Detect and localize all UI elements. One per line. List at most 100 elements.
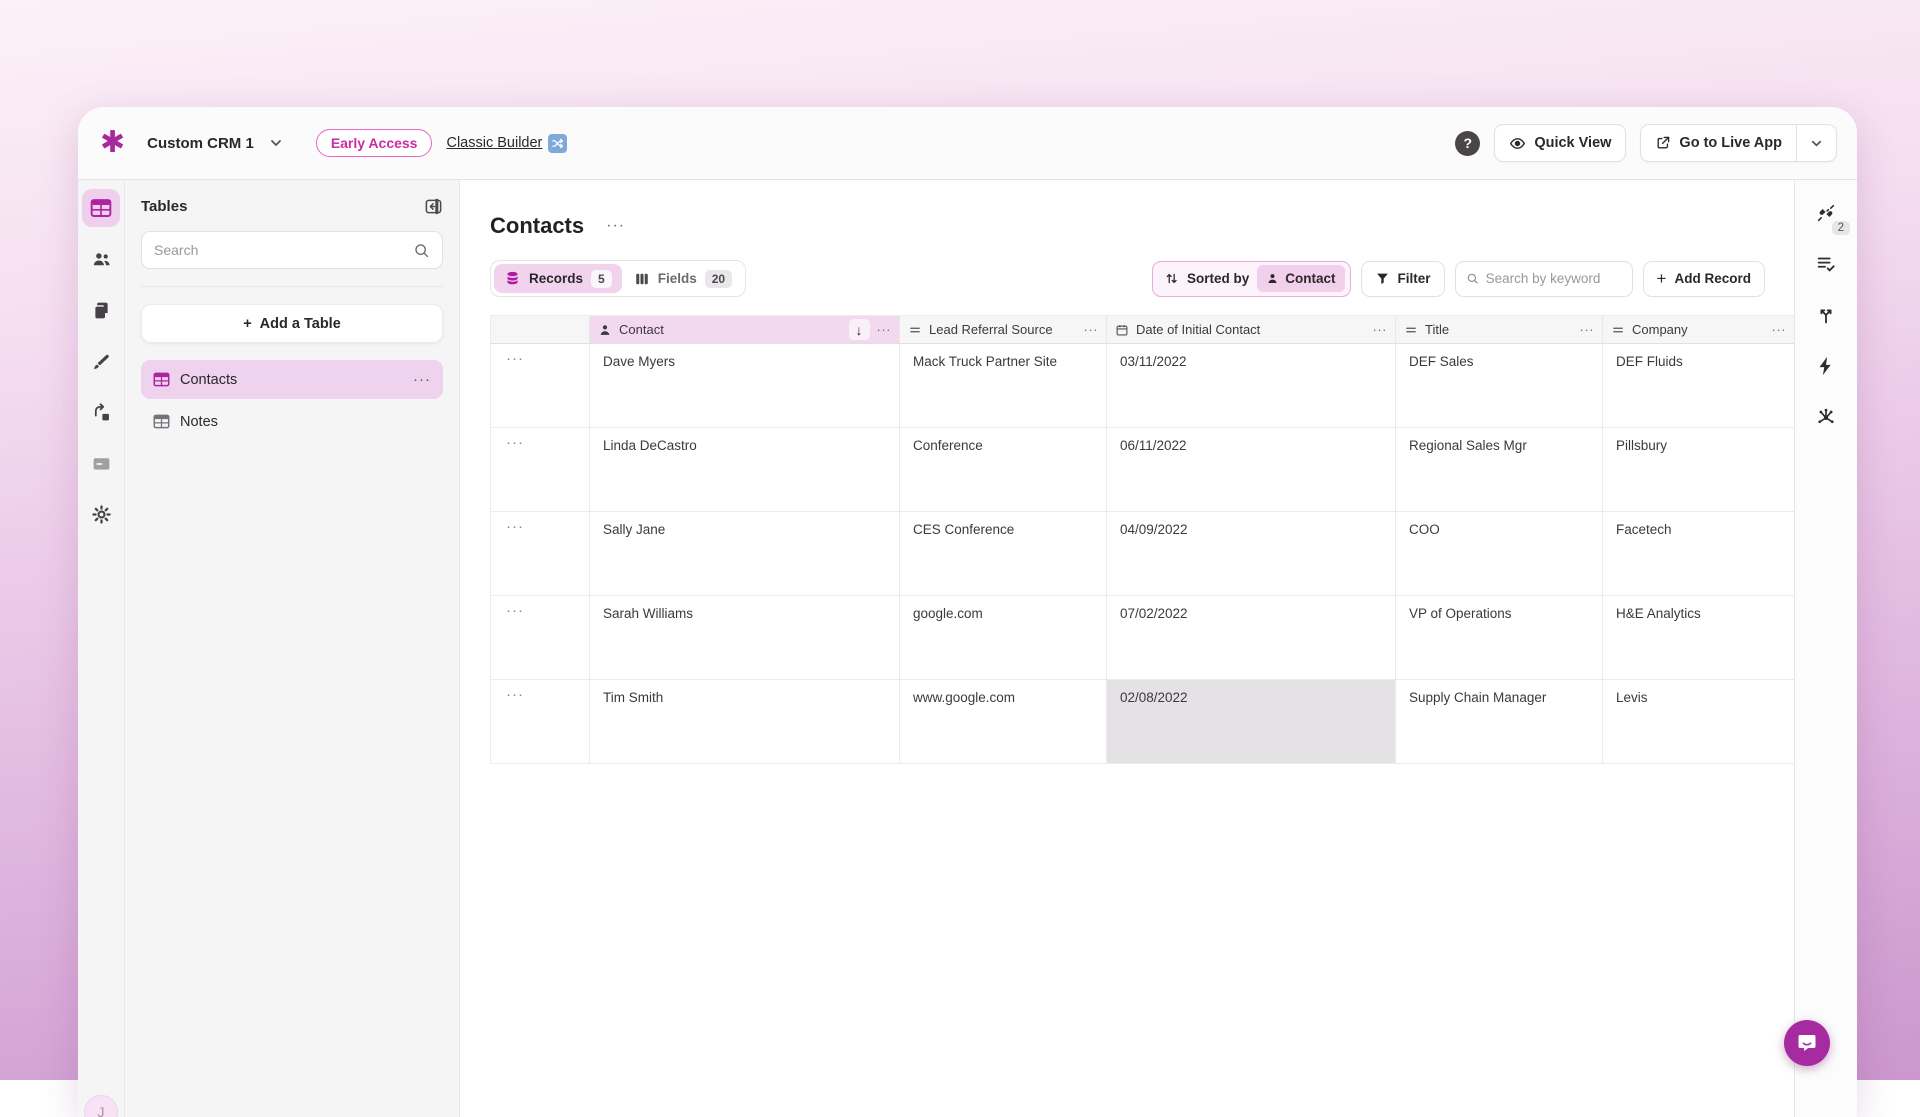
help-button[interactable]: ? bbox=[1455, 131, 1480, 156]
page-title: Contacts bbox=[490, 213, 584, 239]
chat-widget-button[interactable] bbox=[1784, 1020, 1830, 1066]
cell-company[interactable]: DEF Fluids bbox=[1603, 344, 1794, 428]
sorted-field-chip[interactable]: Contact bbox=[1257, 265, 1344, 292]
cell-date-of-initial-contact[interactable]: 04/09/2022 bbox=[1107, 512, 1396, 596]
paintbrush-icon bbox=[91, 351, 112, 372]
cell-title[interactable]: Regional Sales Mgr bbox=[1396, 428, 1603, 512]
cell-date-of-initial-contact[interactable]: 07/02/2022 bbox=[1107, 596, 1396, 680]
gear-icon bbox=[91, 504, 112, 525]
chevron-down-icon bbox=[1809, 136, 1824, 151]
search-icon bbox=[413, 242, 430, 259]
cell-title[interactable]: Supply Chain Manager bbox=[1396, 680, 1603, 764]
records-fields-switch: Records 5 Fields 20 bbox=[490, 260, 746, 297]
left-icon-rail: J bbox=[78, 180, 125, 1117]
sidebar-item-contacts[interactable]: Contacts ··· bbox=[141, 360, 443, 399]
table-toolbar: Records 5 Fields 20 Sorted by bbox=[490, 260, 1794, 297]
nav-tables-button[interactable] bbox=[82, 189, 120, 227]
row-handle-column-header bbox=[490, 316, 590, 344]
checklist-button[interactable] bbox=[1815, 253, 1837, 275]
column-header-title[interactable]: Title ··· bbox=[1396, 316, 1603, 344]
go-to-live-app-button[interactable]: Go to Live App bbox=[1641, 125, 1796, 161]
tab-records[interactable]: Records 5 bbox=[494, 264, 622, 293]
cell-lead-referral-source[interactable]: www.google.com bbox=[900, 680, 1107, 764]
filter-button[interactable]: Filter bbox=[1361, 261, 1445, 297]
cell-contact[interactable]: Dave Myers bbox=[590, 344, 900, 428]
pages-icon bbox=[91, 300, 112, 321]
fields-icon bbox=[634, 271, 650, 287]
sorted-by-button[interactable]: Sorted by Contact bbox=[1152, 261, 1351, 297]
right-icon-rail: 2 bbox=[1794, 180, 1857, 1117]
keyword-search-input[interactable] bbox=[1486, 271, 1622, 286]
connections-button[interactable]: 2 bbox=[1815, 202, 1837, 224]
column-header-contact[interactable]: Contact ↓ ··· bbox=[590, 316, 900, 344]
cell-contact[interactable]: Tim Smith bbox=[590, 680, 900, 764]
cell-lead-referral-source[interactable]: CES Conference bbox=[900, 512, 1107, 596]
keyword-search[interactable] bbox=[1455, 261, 1633, 297]
app-logo-icon: ✱ bbox=[100, 128, 125, 158]
nav-settings-button[interactable] bbox=[82, 495, 120, 533]
cell-date-of-initial-contact-selected[interactable]: 02/08/2022 bbox=[1107, 680, 1396, 764]
cell-date-of-initial-contact[interactable]: 06/11/2022 bbox=[1107, 428, 1396, 512]
row-menu-icon[interactable]: ··· bbox=[490, 680, 590, 764]
cell-lead-referral-source[interactable]: Mack Truck Partner Site bbox=[900, 344, 1107, 428]
nav-users-button[interactable] bbox=[82, 240, 120, 278]
sort-direction-icon[interactable]: ↓ bbox=[849, 319, 870, 340]
nav-workflows-button[interactable] bbox=[82, 393, 120, 431]
cell-contact[interactable]: Sally Jane bbox=[590, 512, 900, 596]
tab-fields[interactable]: Fields 20 bbox=[624, 264, 742, 293]
column-menu-icon[interactable]: ··· bbox=[1373, 322, 1388, 337]
lightning-icon bbox=[1815, 355, 1837, 377]
external-link-icon bbox=[1655, 135, 1671, 151]
collapse-sidebar-icon[interactable] bbox=[424, 197, 443, 216]
checklist-icon bbox=[1815, 253, 1837, 275]
cell-company[interactable]: Pillsbury bbox=[1603, 428, 1794, 512]
cell-date-of-initial-contact[interactable]: 03/11/2022 bbox=[1107, 344, 1396, 428]
go-live-dropdown-button[interactable] bbox=[1797, 125, 1836, 161]
person-icon bbox=[1266, 272, 1279, 285]
column-header-lead-referral-source[interactable]: Lead Referral Source ··· bbox=[900, 316, 1107, 344]
cell-contact[interactable]: Sarah Williams bbox=[590, 596, 900, 680]
sidebar-search-input[interactable] bbox=[154, 242, 413, 258]
column-header-company[interactable]: Company ··· bbox=[1603, 316, 1794, 344]
sidebar-item-notes[interactable]: Notes bbox=[141, 402, 443, 441]
text-field-icon bbox=[1404, 323, 1418, 337]
branch-button[interactable] bbox=[1815, 304, 1837, 326]
nav-billing-button[interactable] bbox=[82, 444, 120, 482]
cell-title[interactable]: DEF Sales bbox=[1396, 344, 1603, 428]
nav-pages-button[interactable] bbox=[82, 291, 120, 329]
row-menu-icon[interactable]: ··· bbox=[490, 512, 590, 596]
cell-lead-referral-source[interactable]: Conference bbox=[900, 428, 1107, 512]
app-title-chevron-down-icon[interactable] bbox=[268, 135, 284, 151]
column-menu-icon[interactable]: ··· bbox=[1084, 322, 1099, 337]
column-menu-icon[interactable]: ··· bbox=[1772, 322, 1787, 337]
integrations-button[interactable] bbox=[1815, 406, 1837, 428]
branch-arrows-icon bbox=[1815, 304, 1837, 326]
table-row: ··· Dave Myers Mack Truck Partner Site 0… bbox=[490, 344, 1794, 428]
nav-theme-button[interactable] bbox=[82, 342, 120, 380]
cell-company[interactable]: Facetech bbox=[1603, 512, 1794, 596]
cell-company[interactable]: H&E Analytics bbox=[1603, 596, 1794, 680]
column-menu-icon[interactable]: ··· bbox=[877, 322, 892, 337]
sidebar-search[interactable] bbox=[141, 231, 443, 269]
cell-title[interactable]: VP of Operations bbox=[1396, 596, 1603, 680]
column-menu-icon[interactable]: ··· bbox=[1580, 322, 1595, 337]
cell-company[interactable]: Levis bbox=[1603, 680, 1794, 764]
classic-builder-link[interactable]: Classic Builder bbox=[446, 134, 567, 153]
user-avatar[interactable]: J bbox=[84, 1095, 118, 1117]
column-header-date-of-initial-contact[interactable]: Date of Initial Contact ··· bbox=[1107, 316, 1396, 344]
cell-title[interactable]: COO bbox=[1396, 512, 1603, 596]
row-menu-icon[interactable]: ··· bbox=[490, 428, 590, 512]
automations-button[interactable] bbox=[1815, 355, 1837, 377]
more-icon[interactable]: ··· bbox=[413, 371, 431, 388]
row-menu-icon[interactable]: ··· bbox=[490, 596, 590, 680]
cell-contact[interactable]: Linda DeCastro bbox=[590, 428, 900, 512]
add-table-button[interactable]: + Add a Table bbox=[141, 304, 443, 343]
cell-lead-referral-source[interactable]: google.com bbox=[900, 596, 1107, 680]
page-title-more-icon[interactable]: ··· bbox=[606, 217, 625, 235]
calendar-icon bbox=[1115, 323, 1129, 337]
add-record-button[interactable]: + Add Record bbox=[1643, 261, 1765, 297]
sidebar-title: Tables bbox=[141, 198, 187, 215]
row-menu-icon[interactable]: ··· bbox=[490, 344, 590, 428]
quick-view-button[interactable]: Quick View bbox=[1494, 124, 1626, 162]
table-row: ··· Linda DeCastro Conference 06/11/2022… bbox=[490, 428, 1794, 512]
